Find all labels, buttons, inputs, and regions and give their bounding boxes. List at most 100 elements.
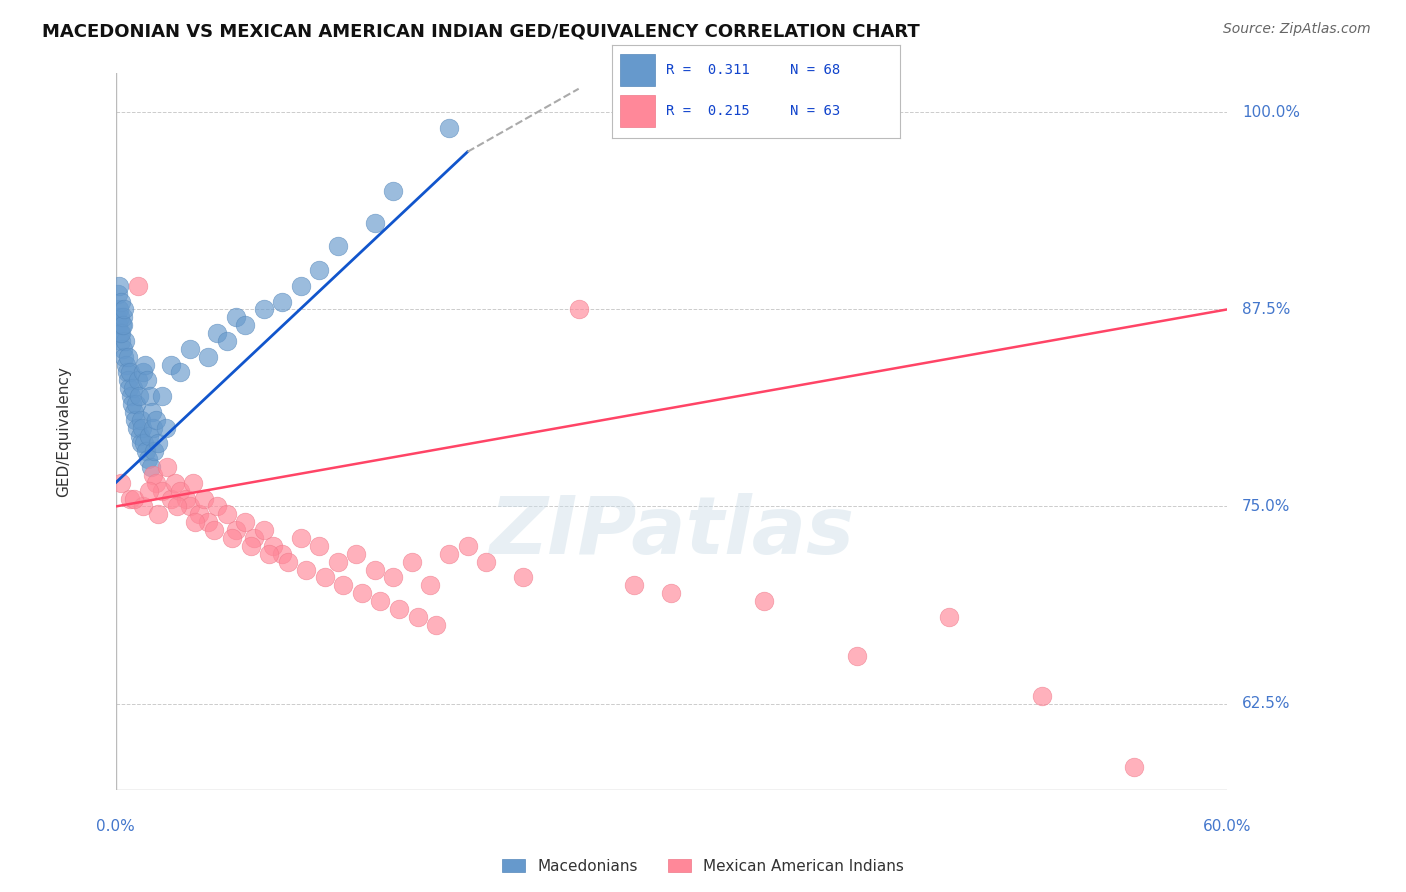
- Point: [124, 413, 146, 427]
- Point: [156, 460, 179, 475]
- Point: [233, 515, 256, 529]
- Point: [125, 420, 148, 434]
- Text: 0.0%: 0.0%: [96, 819, 135, 834]
- Point: [233, 318, 256, 333]
- Text: R =  0.215: R = 0.215: [666, 104, 751, 118]
- Point: [122, 405, 145, 419]
- Text: N = 68: N = 68: [790, 63, 841, 77]
- Point: [243, 531, 266, 545]
- Point: [132, 366, 155, 380]
- Point: [169, 483, 191, 498]
- Point: [146, 508, 169, 522]
- Point: [112, 318, 135, 333]
- Point: [120, 491, 142, 506]
- Point: [108, 326, 131, 340]
- Point: [146, 436, 169, 450]
- Text: GED/Equivalency: GED/Equivalency: [56, 367, 72, 497]
- Point: [107, 286, 129, 301]
- Point: [111, 318, 134, 333]
- Point: [271, 547, 294, 561]
- Point: [120, 389, 142, 403]
- Point: [135, 444, 157, 458]
- Point: [129, 413, 152, 427]
- Point: [145, 413, 167, 427]
- Point: [111, 342, 134, 356]
- Point: [215, 508, 238, 522]
- Point: [110, 326, 132, 340]
- Point: [207, 500, 229, 514]
- Text: ZIPatlas: ZIPatlas: [489, 493, 853, 571]
- Point: [138, 483, 160, 498]
- Point: [290, 278, 312, 293]
- Text: 60.0%: 60.0%: [1202, 819, 1251, 834]
- Text: 62.5%: 62.5%: [1241, 696, 1291, 711]
- Text: N = 63: N = 63: [790, 104, 841, 118]
- Point: [141, 405, 163, 419]
- Point: [225, 523, 247, 537]
- Point: [364, 216, 387, 230]
- Point: [108, 302, 131, 317]
- Point: [150, 483, 173, 498]
- Point: [419, 578, 441, 592]
- Point: [115, 366, 138, 380]
- Point: [406, 610, 429, 624]
- Bar: [620, 54, 655, 86]
- Point: [401, 555, 423, 569]
- Point: [239, 539, 262, 553]
- Point: [193, 491, 215, 506]
- Text: Source: ZipAtlas.com: Source: ZipAtlas.com: [1223, 22, 1371, 37]
- Text: 75.0%: 75.0%: [1241, 499, 1291, 514]
- Point: [187, 508, 209, 522]
- Point: [183, 475, 205, 490]
- Point: [117, 373, 139, 387]
- Point: [111, 310, 134, 325]
- Point: [136, 373, 159, 387]
- Legend: Macedonians, Mexican American Indians: Macedonians, Mexican American Indians: [496, 853, 910, 880]
- Point: [215, 334, 238, 348]
- Point: [290, 531, 312, 545]
- Point: [207, 326, 229, 340]
- Point: [752, 594, 775, 608]
- Point: [139, 460, 162, 475]
- Point: [475, 555, 498, 569]
- Point: [169, 366, 191, 380]
- Point: [364, 562, 387, 576]
- Point: [136, 452, 159, 467]
- Point: [1031, 689, 1053, 703]
- Point: [110, 294, 132, 309]
- Point: [108, 310, 131, 325]
- Text: 100.0%: 100.0%: [1241, 105, 1301, 120]
- Point: [332, 578, 354, 592]
- Point: [568, 302, 591, 317]
- Point: [174, 491, 197, 506]
- Point: [225, 310, 247, 325]
- Point: [253, 302, 276, 317]
- Point: [118, 381, 141, 395]
- Point: [512, 570, 534, 584]
- Point: [326, 555, 349, 569]
- Point: [127, 373, 149, 387]
- Point: [659, 586, 682, 600]
- Point: [437, 121, 460, 136]
- Point: [112, 302, 135, 317]
- Point: [143, 444, 166, 458]
- Point: [425, 617, 447, 632]
- Point: [457, 539, 479, 553]
- Point: [114, 358, 136, 372]
- Point: [121, 397, 143, 411]
- Point: [437, 547, 460, 561]
- Point: [262, 539, 284, 553]
- Bar: [620, 95, 655, 127]
- Point: [134, 436, 156, 450]
- Text: R =  0.311: R = 0.311: [666, 63, 751, 77]
- Point: [128, 389, 150, 403]
- Point: [160, 358, 183, 372]
- Point: [271, 294, 294, 309]
- Point: [163, 475, 186, 490]
- Point: [145, 475, 167, 490]
- Point: [382, 570, 405, 584]
- Point: [128, 428, 150, 442]
- Point: [127, 278, 149, 293]
- Point: [132, 500, 155, 514]
- Point: [110, 334, 132, 348]
